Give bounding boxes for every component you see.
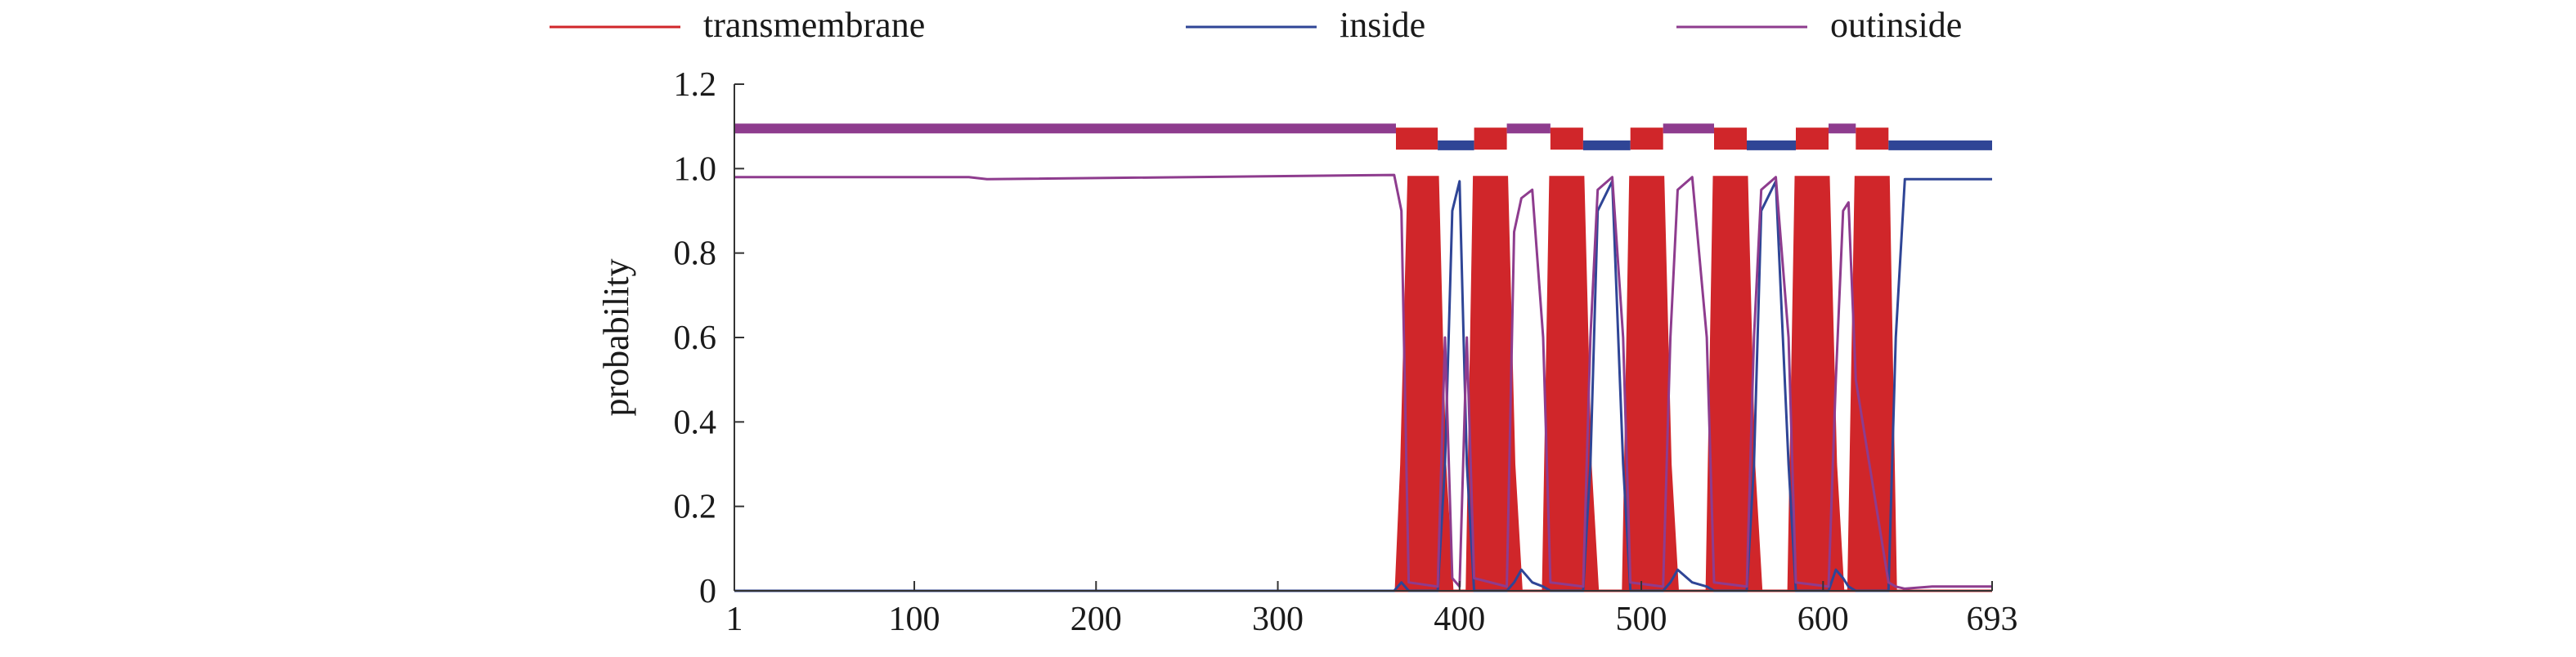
topology-segment-transmembrane bbox=[1856, 127, 1889, 150]
topology-segment-transmembrane bbox=[1796, 127, 1829, 150]
topology-segment-transmembrane bbox=[1474, 127, 1507, 150]
series-transmembrane-area bbox=[734, 176, 1992, 592]
y-tick-label: 0.8 bbox=[674, 235, 717, 273]
x-tick-label: 600 bbox=[1797, 601, 1849, 638]
series-outinside-line bbox=[734, 173, 1992, 590]
y-tick-label: 0.2 bbox=[674, 489, 717, 526]
y-axis-title: probability bbox=[596, 258, 636, 416]
axes: 0 0.2 0.4 0.6 0.8 1.0 1.2 1 100 200 300 400 500 600 69… bbox=[674, 66, 2018, 638]
legend-label-outinside: outinside bbox=[1830, 5, 1962, 45]
topology-segment-transmembrane bbox=[1396, 127, 1438, 150]
topology-segment-transmembrane bbox=[1630, 127, 1663, 150]
legend: transmembrane inside outinside bbox=[550, 5, 1962, 45]
y-tick-label: 0 bbox=[699, 573, 716, 610]
x-tick-label: 693 bbox=[1967, 601, 2018, 638]
topology-segment-transmembrane bbox=[1714, 127, 1747, 150]
y-tick-label: 1.2 bbox=[674, 66, 717, 104]
plot-area bbox=[734, 123, 1992, 592]
y-tick-label: 0.6 bbox=[674, 320, 717, 357]
y-tick-label: 1.0 bbox=[674, 150, 717, 188]
x-tick-label: 1 bbox=[726, 601, 743, 638]
x-tick-label: 100 bbox=[889, 601, 940, 638]
x-tick-label: 500 bbox=[1616, 601, 1667, 638]
x-tick-label: 300 bbox=[1252, 601, 1304, 638]
topology-segment-transmembrane bbox=[1550, 127, 1583, 150]
y-tick-label: 0.4 bbox=[674, 404, 717, 441]
x-tick-label: 400 bbox=[1434, 601, 1485, 638]
legend-label-transmembrane: transmembrane bbox=[703, 5, 925, 45]
legend-label-inside: inside bbox=[1340, 5, 1425, 45]
x-tick-label: 200 bbox=[1070, 601, 1122, 638]
